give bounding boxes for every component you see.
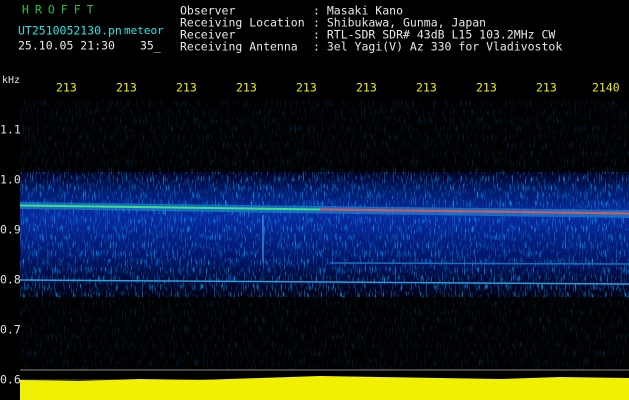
y-label: 0.7 bbox=[0, 323, 21, 337]
y-label: 0.9 bbox=[0, 223, 21, 237]
y-unit: kHz bbox=[2, 75, 20, 86]
x-label: 213 bbox=[296, 81, 317, 95]
info-value: : RTL-SDR SDR# 43dB L15 103.2MHz CW bbox=[313, 28, 555, 42]
noise-faint bbox=[20, 100, 629, 370]
carrier-peak bbox=[319, 208, 629, 215]
info-value: : Shibukawa, Gunma, Japan bbox=[313, 16, 486, 30]
x-label: 2140 bbox=[592, 81, 620, 95]
x-label: 213 bbox=[416, 81, 437, 95]
info-key: Receiving Antenna bbox=[180, 40, 298, 54]
y-label: 1.0 bbox=[0, 173, 21, 187]
station-info: Observer : Masaki Kano Receiving Locatio… bbox=[180, 4, 562, 54]
info-key: Receiving Location bbox=[180, 16, 305, 30]
spectrogram bbox=[19, 100, 629, 400]
x-label: 213 bbox=[116, 81, 137, 95]
x-label: 213 bbox=[56, 81, 77, 95]
y-label: 0.6 bbox=[0, 373, 21, 387]
file-name: UT2510052130.pn bbox=[18, 24, 122, 38]
info-key: Receiver bbox=[180, 28, 235, 42]
timestamp: 25.10.05 21:30 bbox=[18, 39, 115, 53]
x-label: 213 bbox=[536, 81, 557, 95]
tertiary-line bbox=[329, 262, 629, 265]
x-label: 213 bbox=[236, 81, 257, 95]
signal-level bbox=[20, 376, 629, 400]
info-value: : Masaki Kano bbox=[313, 4, 403, 18]
app-title: HROFFT bbox=[22, 3, 100, 17]
info-value: : 3el Yagi(V) Az 330 for Vladivostok bbox=[313, 40, 562, 54]
secondary-line bbox=[19, 279, 629, 285]
y-label: 0.8 bbox=[0, 273, 21, 287]
x-label: 213 bbox=[356, 81, 377, 95]
y-labels: 1.1 1.0 0.9 0.8 0.7 0.6 bbox=[0, 123, 21, 387]
x-label: 213 bbox=[176, 81, 197, 95]
x-label: 213 bbox=[476, 81, 497, 95]
x-labels: 213 213 213 213 213 213 213 213 213 2140 bbox=[56, 81, 620, 95]
y-label: 1.1 bbox=[0, 123, 21, 137]
counter: 35_ bbox=[140, 39, 161, 53]
info-key: Observer bbox=[180, 4, 235, 18]
mode-label: meteor bbox=[124, 24, 164, 37]
